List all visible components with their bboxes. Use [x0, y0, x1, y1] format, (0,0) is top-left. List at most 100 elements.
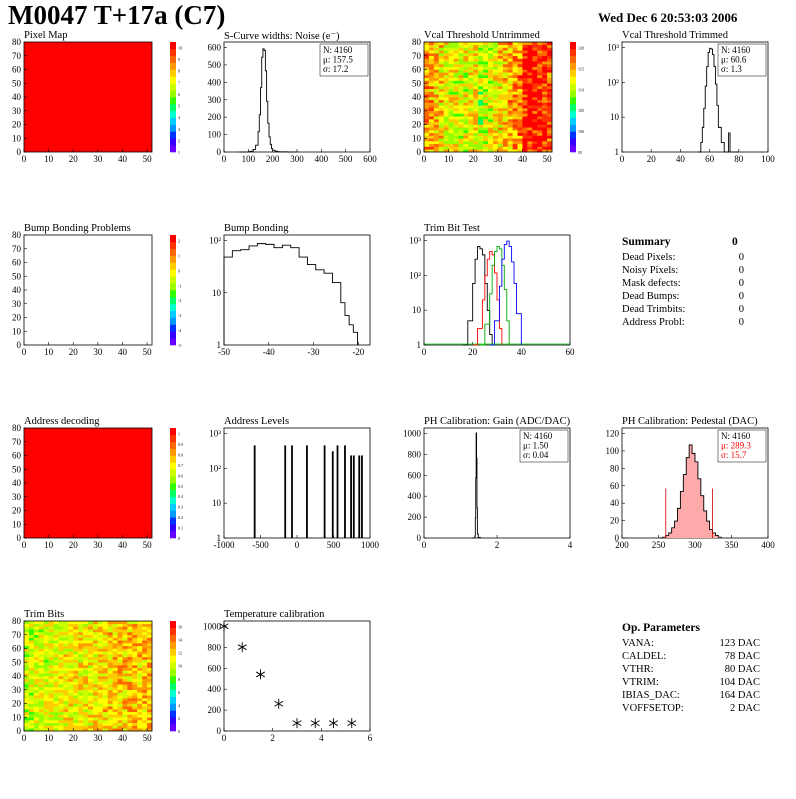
map-cell: [492, 58, 499, 62]
stats-line: N: 4160: [721, 45, 751, 55]
map-cell: [147, 632, 153, 636]
map-cell: [507, 69, 513, 73]
map-cell: [473, 149, 479, 153]
map-cell: [488, 135, 494, 139]
map-cell: [527, 61, 533, 65]
map-cell: [147, 711, 153, 715]
y-tick-label: 20: [12, 313, 22, 323]
map-cell: [497, 143, 504, 147]
map-cell: [24, 692, 30, 696]
map-cell: [473, 58, 479, 62]
zscale-band: [170, 669, 176, 677]
map-cell: [53, 651, 59, 655]
map-cell: [142, 662, 148, 666]
map-cell: [28, 722, 35, 726]
map-cell: [63, 706, 69, 710]
map-cell: [527, 99, 533, 103]
map-cell: [512, 80, 518, 84]
map-cell: [438, 66, 444, 70]
map-cell: [63, 717, 69, 721]
x-tick-label: 0: [422, 154, 427, 164]
map-cell: [507, 44, 513, 48]
map-cell: [433, 116, 440, 120]
map-cell: [33, 673, 40, 677]
op-parameters-title: Op. Parameters: [622, 622, 700, 634]
map-cell: [24, 632, 30, 636]
x-tick-label: 0: [22, 347, 27, 357]
map-cell: [68, 665, 74, 669]
map-cell: [517, 66, 523, 70]
map-cell: [137, 711, 143, 715]
map-cell: [73, 667, 79, 671]
y-tick-label: 60: [412, 65, 422, 75]
y-tick-label: 80: [12, 616, 22, 626]
map-cell: [478, 141, 484, 145]
map-cell: [48, 703, 54, 707]
map-cell: [147, 692, 153, 696]
map-cell: [122, 728, 128, 732]
map-cell: [438, 110, 444, 114]
map-cell: [88, 654, 94, 658]
map-cell: [453, 91, 459, 95]
map-cell: [488, 69, 494, 73]
map-cell: [492, 77, 499, 81]
map-cell: [492, 97, 499, 101]
map-cell: [88, 717, 94, 721]
map-cell: [512, 83, 518, 87]
map-cell: [142, 656, 148, 660]
map-cell: [424, 99, 430, 103]
map-cell: [88, 667, 94, 671]
map-cell: [488, 72, 494, 76]
zscale-band: [170, 276, 176, 284]
map-cell: [24, 654, 30, 658]
zscale-band: [570, 76, 576, 84]
map-cell: [537, 61, 543, 65]
map-cell: [88, 700, 94, 704]
map-cell: [497, 75, 504, 79]
map-cell: [92, 623, 99, 627]
map-cell: [473, 124, 479, 128]
map-cell: [24, 711, 30, 715]
map-cell: [512, 119, 518, 123]
map-cell: [512, 88, 518, 92]
map-cell: [142, 714, 148, 718]
map-cell: [88, 692, 94, 696]
map-cell: [132, 728, 138, 732]
map-cell: [522, 44, 528, 48]
map-cell: [483, 53, 489, 57]
map-cell: [483, 113, 489, 117]
map-cell: [24, 678, 30, 682]
map-cell: [483, 108, 489, 112]
map-cell: [527, 119, 533, 123]
map-cell: [127, 728, 133, 732]
map-cell: [142, 687, 148, 691]
map-cell: [53, 665, 59, 669]
zscale-band: [170, 331, 176, 339]
map-cell: [83, 659, 89, 663]
map-cell: [53, 626, 59, 630]
map-cell: [24, 656, 30, 660]
map-cell: [28, 632, 35, 636]
map-cell: [517, 72, 523, 76]
map-cell: [478, 77, 484, 81]
map-cell: [117, 709, 123, 713]
map-cell: [58, 709, 64, 713]
level-bar: [284, 445, 287, 538]
map-cell: [92, 665, 99, 669]
map-cell: [48, 643, 54, 647]
map-cell: [483, 50, 489, 54]
map-cell: [132, 673, 138, 677]
map-cell: [497, 130, 504, 134]
map-cell: [78, 632, 84, 636]
map-cell: [73, 659, 79, 663]
map-cell: [102, 623, 108, 627]
map-cell: [497, 53, 504, 57]
map-cell: [512, 75, 518, 79]
map-cell: [448, 146, 454, 150]
map-cell: [92, 706, 99, 710]
map-cell: [147, 725, 153, 729]
map-cell: [68, 645, 74, 649]
x-tick-label: 0: [422, 347, 427, 357]
map-cell: [127, 703, 133, 707]
map-cell: [448, 55, 454, 59]
